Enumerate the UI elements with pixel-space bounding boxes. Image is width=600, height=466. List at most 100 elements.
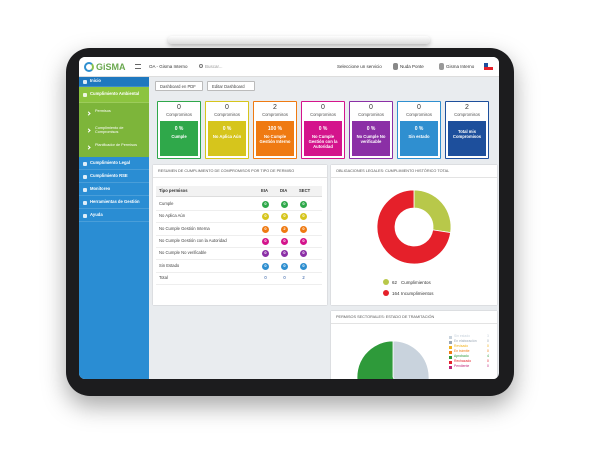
card-label: Total mis Compromisos [452, 129, 482, 139]
dot-value: 0 [264, 250, 267, 256]
legend-name: Sin estado [454, 334, 471, 338]
status-card: 0 Compromisos 0 % No Cumple No verificable [349, 101, 393, 159]
dot-value: 0 [283, 213, 286, 219]
legend-value: 164 [392, 291, 400, 296]
table-header: EIA [261, 188, 268, 193]
sidebar-icon [83, 161, 87, 166]
sidebar-item[interactable]: Cumplimiento Legal [79, 157, 149, 170]
org-icon [439, 63, 444, 70]
stylus [168, 36, 430, 44]
table-row-line [156, 234, 322, 236]
status-dot: 0 [281, 262, 288, 270]
sidebar-item[interactable]: Monitoreo [79, 183, 149, 196]
dot-value: 2 [283, 225, 286, 231]
pie-slice[interactable] [376, 189, 452, 265]
toolbar-button[interactable]: Dashboard en PDF [155, 81, 203, 91]
card-unit: Compromisos [454, 112, 480, 117]
sidebar-label: Ayuda [90, 211, 103, 217]
sidebar-item[interactable]: Cumplimiento Ambiental [79, 87, 149, 103]
toolbar-button[interactable]: Editar Dashboard [207, 81, 255, 91]
sidebar-label: Herramientas de Gestión [90, 198, 140, 204]
table-header: SECT [299, 188, 311, 193]
status-dot: 0 [262, 250, 269, 258]
sidebar-icon [83, 80, 87, 84]
table-row-line [156, 222, 322, 224]
status-dot: 0 [300, 237, 307, 245]
account[interactable]: OA - Gisma Interno [149, 64, 188, 69]
legend-value: 0 [487, 349, 489, 353]
legend-swatch [449, 340, 452, 344]
table-row-line [156, 210, 322, 211]
pie-slice[interactable] [392, 340, 430, 379]
legend-value: 62 [392, 280, 398, 285]
row-label: Sin Estado [159, 262, 180, 268]
dot-value: 0 [264, 238, 267, 244]
menu-toggle[interactable] [135, 64, 141, 69]
card-count: 0 [177, 104, 181, 111]
submenu-arrow [86, 145, 91, 150]
screen: GiSMA OA - Gisma Interno Buscar... Seleccio… [79, 57, 499, 379]
card-status: 100 % No Cumple Gestión Interno [256, 121, 294, 156]
card-status: 0 % No Cumple Gestión con la Autoridad [304, 121, 342, 156]
card-count: 2 [465, 104, 469, 111]
card-percent: 100 % [267, 126, 283, 132]
sidebar-item[interactable]: Inicio [79, 77, 149, 87]
button-label: Editar Dashboard [212, 83, 245, 89]
pie-slice[interactable] [356, 340, 409, 379]
legend-value: 0 [487, 344, 489, 348]
dot-value: 0 [264, 225, 267, 231]
panel-title: OBLIGACIONES LEGALES: CUMPLIMIENTO HISTÓ… [336, 169, 450, 173]
card-label: No Cumple Gestión con la Autoridad [308, 134, 338, 149]
panel-divider [331, 177, 497, 178]
legal-panel: OBLIGACIONES LEGALES: CUMPLIMIENTO HISTÓ… [331, 165, 497, 305]
search-input[interactable]: Buscar... [205, 64, 223, 69]
search-icon [199, 64, 203, 68]
table-header-row [156, 186, 322, 197]
card-count: 2 [273, 104, 277, 111]
user-avatar [393, 63, 398, 70]
submenu-label: Planificador de Permisos [95, 143, 137, 147]
legend-name: Rechazado [454, 359, 472, 363]
row-label: Total [159, 274, 168, 280]
card-count: 0 [225, 104, 229, 111]
panel-divider [331, 323, 497, 324]
legend-swatch [449, 345, 452, 349]
sidebar-label: Cumplimiento Ambiental [90, 91, 140, 96]
legend-value: 0 [487, 359, 489, 363]
org[interactable]: Gisma Interno [446, 64, 475, 69]
dot-value: 0 [302, 201, 305, 207]
card-status: 0 % No Aplica Aún [208, 121, 246, 156]
service-select[interactable]: Seleccione un servicio [337, 64, 382, 69]
submenu-item[interactable]: Planificador de Permisos [79, 141, 149, 156]
submenu-label: Cumplimiento de Compromisos [95, 126, 124, 135]
status-dot: 0 [262, 262, 269, 270]
row-label: No Cumple Gestión Interna [159, 225, 210, 231]
dot-value: 0 [264, 213, 267, 219]
sidebar-item[interactable]: Cumplimiento RSE [79, 170, 149, 183]
table-row-line [156, 271, 322, 273]
button-label: Dashboard en PDF [160, 83, 196, 89]
sidebar-label: Cumplimiento RSE [90, 172, 128, 178]
summary-panel: RESUMEN DE CUMPLIMIENTO DE COMPROMISOS P… [153, 165, 327, 305]
legend-name: Incumplimientos [401, 291, 434, 296]
user[interactable]: Nuda Ponte [400, 64, 424, 69]
pie-slice[interactable] [413, 189, 452, 234]
card-percent: 0 % [174, 126, 184, 132]
card-unit: Compromisos [406, 112, 432, 117]
sidebar-item[interactable]: Ayuda [79, 209, 149, 222]
dot-value: 0 [302, 238, 305, 244]
submenu-item[interactable]: Cumplimiento de Compromisos [79, 124, 149, 139]
submenu-arrow [86, 111, 91, 116]
sidebar-item[interactable]: Herramientas de Gestión [79, 196, 149, 209]
sidebar-icon [83, 187, 87, 192]
submenu-item[interactable]: Permisos [79, 107, 149, 122]
status-dot: 0 [300, 225, 307, 233]
dot-value: 0 [302, 225, 305, 231]
sidebar-label: Monitoreo [90, 185, 111, 191]
sidebar: Inicio Cumplimiento Ambiental Permisos Cump… [79, 77, 149, 379]
total-value: 0 [283, 274, 286, 280]
row-label: No Cumple Gestión con la Autoridad [159, 237, 227, 243]
table-header: Tipo permisos [159, 188, 188, 193]
card-label: Cumple [171, 134, 187, 139]
